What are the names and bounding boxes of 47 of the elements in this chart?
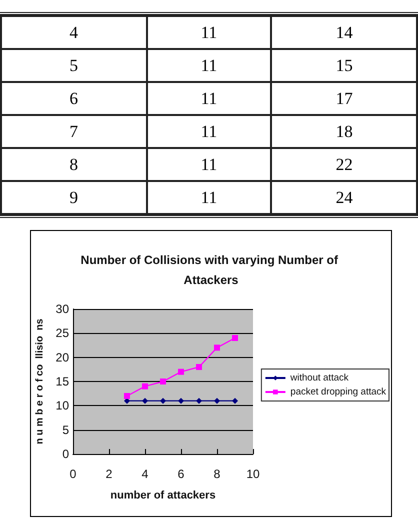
point [178, 398, 184, 404]
data-label: 22 [271, 148, 417, 181]
data-label: 24 [271, 181, 417, 214]
point [124, 393, 130, 399]
x-tick-label: 10 [246, 467, 260, 481]
point [160, 398, 166, 404]
y-tick-label: 0 [62, 447, 70, 461]
legend-label: without attack [289, 372, 349, 384]
point [178, 368, 184, 375]
data-label: 18 [271, 115, 417, 148]
y-tick-label: 5 [62, 422, 70, 437]
y-tick-label: 30 [56, 302, 70, 316]
data-label: 11 [146, 148, 272, 181]
point [196, 398, 202, 404]
point [160, 378, 166, 384]
data-label: 11 [146, 181, 272, 214]
data-label: 17 [271, 82, 417, 115]
legend-label: packet dropping attack [290, 386, 386, 398]
y-tick-label: 15 [56, 374, 70, 388]
y-tick-label: 8 [1, 148, 147, 181]
y-tick-label: 5 [1, 49, 147, 82]
x-tick-label: 2 [106, 467, 113, 481]
point [214, 398, 220, 404]
y-tick-label: 6 [1, 82, 147, 115]
y-tick-label: 4 [1, 16, 147, 49]
data-label: 11 [146, 49, 272, 82]
point [142, 383, 148, 390]
data-label: 11 [146, 82, 272, 115]
x-tick-label: 6 [178, 467, 185, 481]
y-tick-label: 25 [56, 326, 70, 340]
data-label: 11 [146, 16, 272, 49]
chart-title: Number of Collisions with varying Number of Attackers [80, 253, 342, 287]
data-label: 15 [271, 49, 417, 82]
point [142, 398, 148, 404]
data-label: 14 [271, 16, 417, 49]
y-tick-label: 20 [56, 350, 70, 364]
x-axis-title: number of attackers [110, 490, 216, 502]
point [196, 364, 202, 370]
point [232, 335, 238, 341]
x-tick-label: 8 [214, 467, 221, 481]
y-tick-label: 7 [1, 115, 147, 148]
point [214, 344, 220, 351]
y-tick-label: 9 [1, 181, 147, 214]
y-axis-title: n u m b e r o f co llisio ns [34, 318, 46, 444]
y-tick-label: 10 [56, 398, 70, 413]
data-label: 11 [146, 115, 272, 148]
point [232, 398, 238, 404]
